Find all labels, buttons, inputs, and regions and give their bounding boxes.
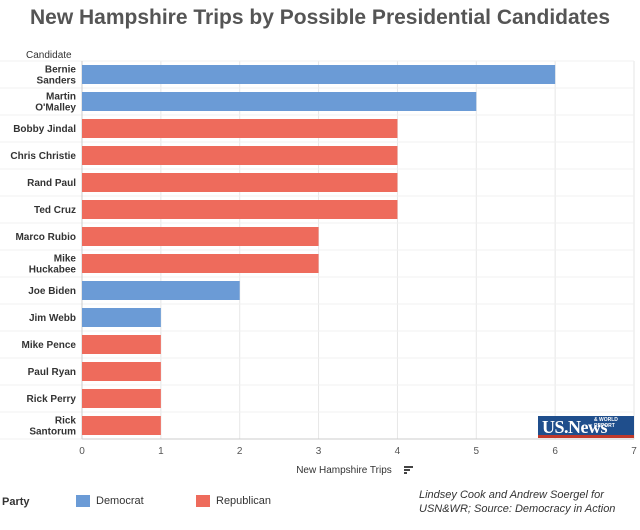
bar-paul-ryan[interactable] [82, 362, 161, 381]
bar-bobby-jindal[interactable] [82, 119, 398, 138]
bar-rand-paul[interactable] [82, 173, 398, 192]
candidate-label: Marco Rubio [15, 232, 76, 243]
bar-chart: Candidate Bernie Sanders Martin O'Malley Bobb… [0, 50, 637, 476]
candidate-label: Rand Paul [27, 178, 76, 189]
bar-bernie-sanders[interactable] [82, 65, 556, 84]
usnews-logo-subtitle: & WORLD REPORT [594, 417, 618, 429]
bar-rick-santorum[interactable] [82, 416, 161, 435]
candidate-label: Chris Christie [10, 151, 76, 162]
x-tick-label-4: 4 [395, 446, 401, 457]
legend-swatch-republican [196, 495, 210, 507]
bar-mike-huckabee[interactable] [82, 254, 319, 273]
legend-swatch-democrat [76, 495, 90, 507]
source-credit: Lindsey Cook and Andrew Soergel for USN&… [419, 489, 616, 515]
candidate-label: Mike Pence [22, 340, 77, 351]
legend: Party Democrat Republican Lindsey Cook a… [0, 486, 640, 530]
candidate-label: Martin O'Malley [35, 92, 76, 114]
bar-joe-biden[interactable] [82, 281, 240, 300]
bar-jim-webb[interactable] [82, 308, 161, 327]
candidate-label: Rick Santorum [29, 416, 76, 438]
x-axis-title: New Hampshire Trips [296, 465, 392, 476]
candidate-label: Jim Webb [29, 313, 76, 324]
sort-descending-icon[interactable] [404, 466, 413, 474]
candidate-label: Paul Ryan [28, 367, 76, 378]
legend-item-republican[interactable]: Republican [196, 495, 271, 507]
legend-label-republican: Republican [216, 495, 272, 507]
x-tick-label-6: 6 [552, 446, 558, 457]
candidate-label: Mike Huckabee [29, 254, 77, 276]
candidate-label: Rick Perry [27, 394, 77, 405]
usnews-logo: US.News [538, 416, 634, 438]
chart-title: New Hampshire Trips by Possible Presiden… [29, 6, 611, 29]
candidate-label: Bernie Sanders [37, 65, 77, 87]
x-tick-label-0: 0 [79, 446, 85, 457]
row-header-candidate: Candidate [26, 50, 72, 61]
x-tick-label-1: 1 [158, 446, 164, 457]
legend-item-democrat[interactable]: Democrat [76, 495, 144, 507]
x-tick-label-7: 7 [631, 446, 637, 457]
bar-mike-pence[interactable] [82, 335, 161, 354]
bar-martin-o-malley[interactable] [82, 92, 477, 111]
candidate-label: Joe Biden [28, 286, 76, 297]
candidate-label: Ted Cruz [34, 205, 76, 216]
bar-marco-rubio[interactable] [82, 227, 319, 246]
x-tick-label-3: 3 [316, 446, 322, 457]
bar-rick-perry[interactable] [82, 389, 161, 408]
legend-label-democrat: Democrat [96, 495, 144, 507]
legend-title: Party [2, 496, 30, 508]
x-tick-label-5: 5 [474, 446, 480, 457]
candidate-label: Bobby Jindal [13, 124, 76, 135]
x-tick-label-2: 2 [237, 446, 243, 457]
bar-ted-cruz[interactable] [82, 200, 398, 219]
bar-chris-christie[interactable] [82, 146, 398, 165]
